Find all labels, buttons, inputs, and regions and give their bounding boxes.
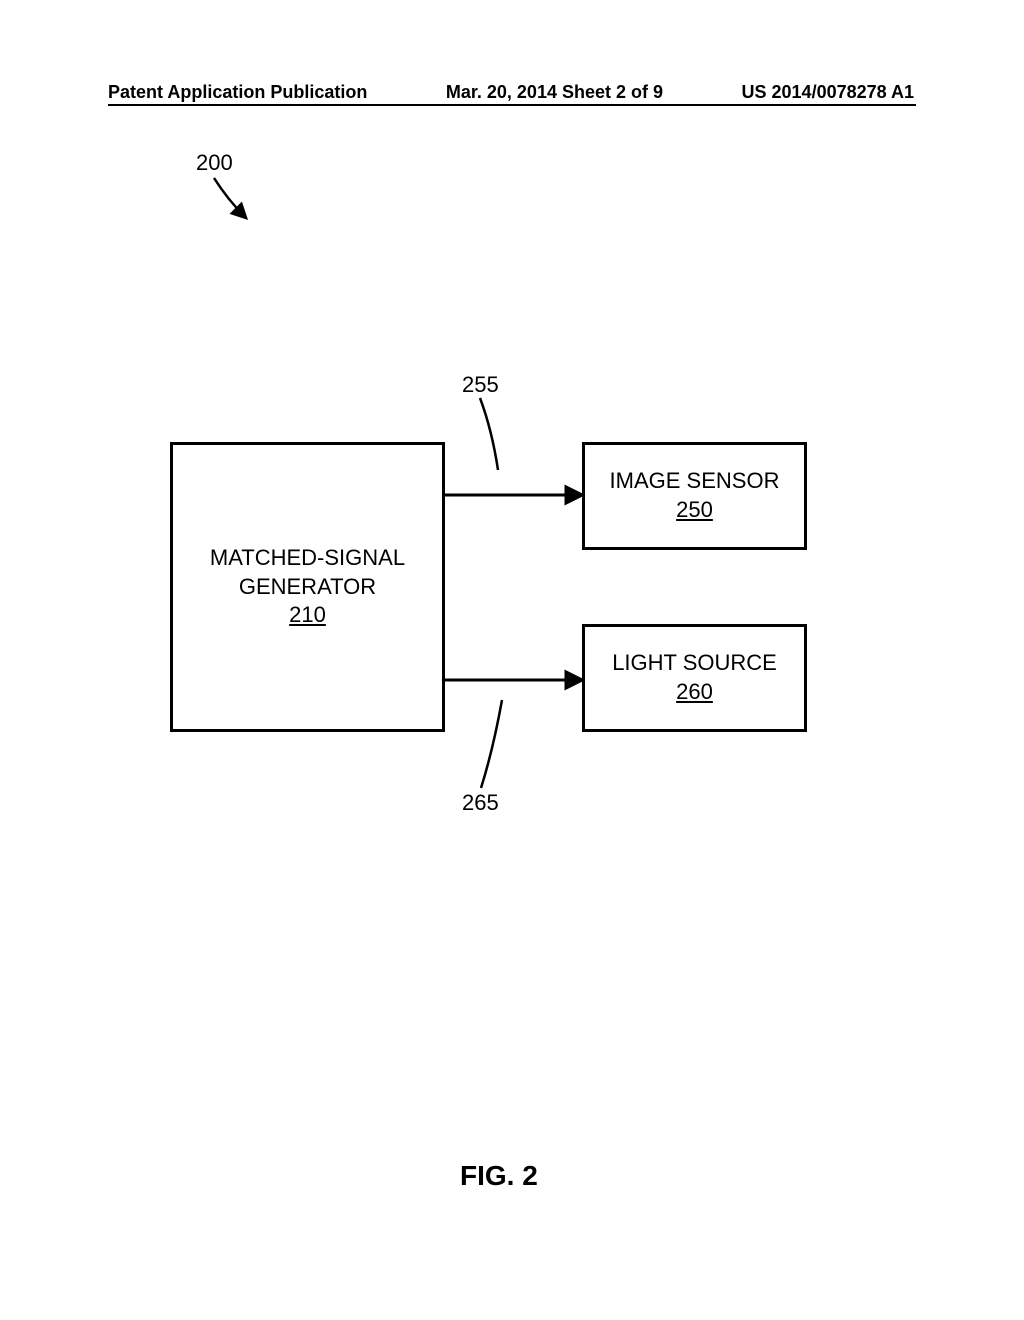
header-rule (108, 104, 916, 106)
figure-caption: FIG. 2 (460, 1160, 538, 1192)
diagram-svg-overlay (0, 140, 1024, 1140)
header-left: Patent Application Publication (108, 82, 367, 103)
page-header: Patent Application Publication Mar. 20, … (0, 82, 1024, 103)
leader-265 (481, 700, 502, 788)
header-center: Mar. 20, 2014 Sheet 2 of 9 (446, 82, 663, 103)
header-right: US 2014/0078278 A1 (742, 82, 914, 103)
figure-diagram: 200 255 265 MATCHED-SIGNAL GENERATOR 210… (0, 140, 1024, 1140)
leader-255 (480, 398, 498, 470)
leader-200 (214, 178, 246, 218)
